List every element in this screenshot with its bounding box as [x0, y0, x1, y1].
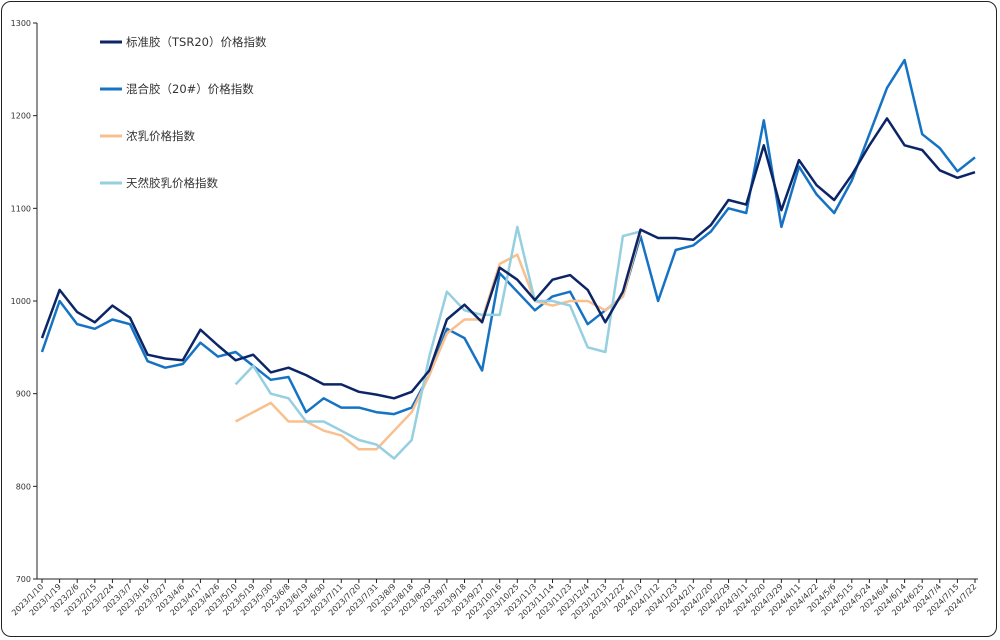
series-line-3 [234, 225, 641, 460]
y-tick-label: 800 [16, 482, 31, 491]
y-tick-label: 700 [16, 575, 31, 584]
y-tick-label: 1000 [11, 297, 31, 306]
series-line-2 [235, 231, 642, 451]
legend-label-1: 混合胶（20#）价格指数 [126, 82, 254, 96]
y-tick-label: 1200 [11, 112, 31, 121]
series-line-1 [40, 58, 976, 416]
y-tick-label: 1300 [11, 19, 31, 28]
legend-label-0: 标准胶（TSR20）价格指数 [126, 35, 267, 49]
legend-label-2: 浓乳价格指数 [126, 129, 195, 143]
y-tick-label: 900 [16, 390, 31, 399]
legend-label-3: 天然胶乳价格指数 [126, 176, 218, 190]
series-line-0 [40, 117, 976, 400]
y-tick-label: 1100 [11, 204, 31, 213]
